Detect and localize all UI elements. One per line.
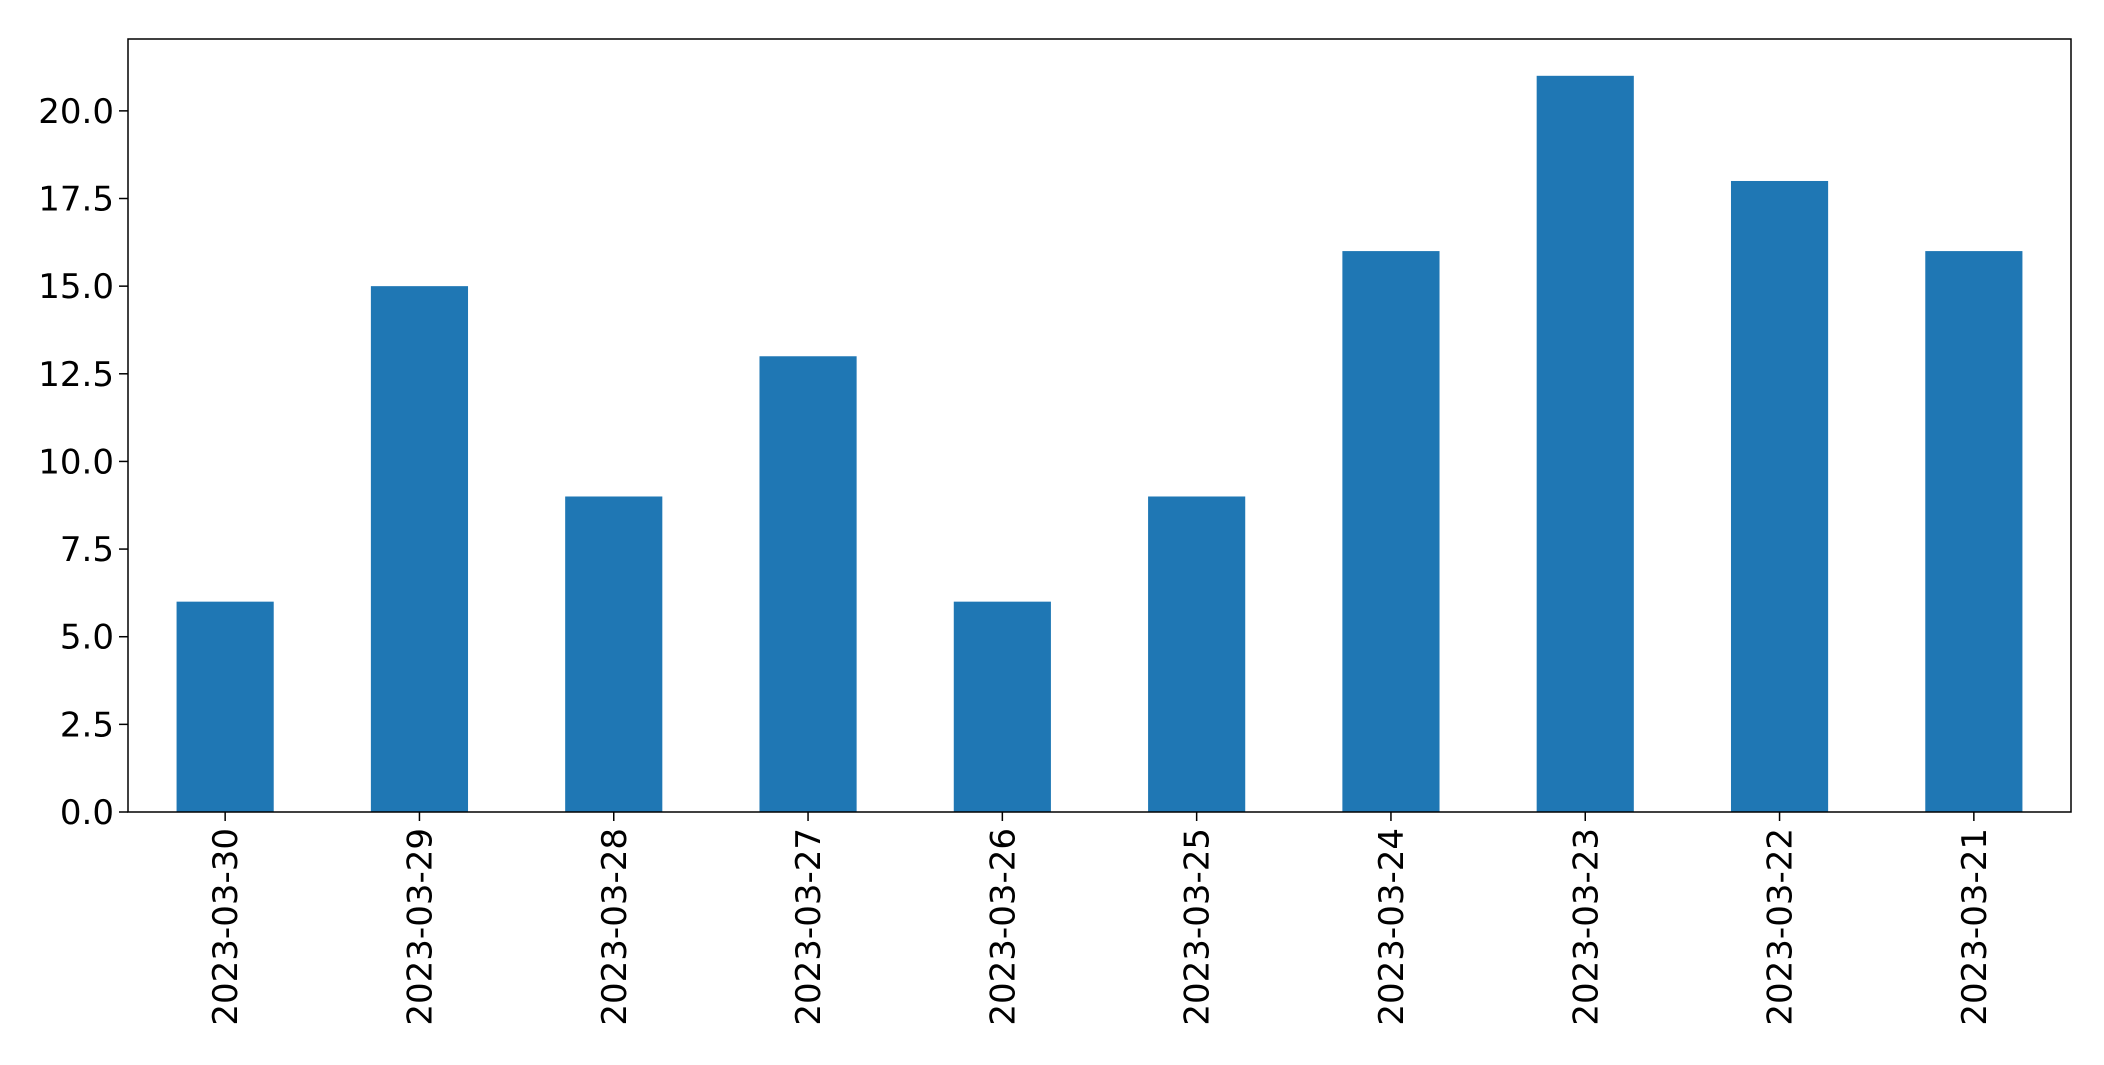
y-tick-label: 12.5 [38, 355, 114, 395]
x-tick-label: 2023-03-25 [1178, 828, 1218, 1026]
y-tick-label: 2.5 [60, 705, 114, 745]
x-tick-label: 2023-03-27 [789, 828, 829, 1026]
bar-2023-03-23 [1536, 75, 1634, 812]
y-tick-label: 7.5 [60, 530, 114, 570]
x-tick-label: 2023-03-23 [1566, 828, 1606, 1026]
x-tick-label: 2023-03-22 [1761, 828, 1801, 1026]
bar-2023-03-30 [176, 601, 274, 812]
x-tick-label: 2023-03-29 [400, 828, 440, 1026]
x-tick-label: 2023-03-30 [206, 828, 246, 1026]
y-tick-label: 0.0 [60, 793, 114, 833]
bar-2023-03-28 [565, 496, 663, 812]
bar-2023-03-21 [1925, 251, 2023, 813]
bar-2023-03-25 [1148, 496, 1246, 812]
y-tick-label: 15.0 [38, 267, 114, 307]
bars-layer [176, 75, 2023, 813]
bar-2023-03-26 [953, 601, 1051, 812]
plot-frame [127, 38, 2072, 813]
y-tick-label: 10.0 [38, 442, 114, 482]
y-tick-label: 5.0 [60, 618, 114, 658]
y-tick-label: 17.5 [38, 180, 114, 220]
y-axis: 0.0 2.5 5.0 7.5 10.0 12.5 15.0 17.5 20.0 [38, 92, 128, 833]
x-axis: 2023-03-30 2023-03-29 2023-03-28 2023-03-27… [206, 812, 1995, 1026]
x-tick-label: 2023-03-24 [1372, 828, 1412, 1026]
bar-2023-03-22 [1730, 180, 1829, 813]
bar-2023-03-29 [370, 286, 469, 812]
bar-2023-03-24 [1342, 251, 1440, 813]
x-tick-label: 2023-03-26 [983, 828, 1023, 1026]
x-tick-label: 2023-03-28 [595, 828, 635, 1026]
bar-2023-03-27 [759, 356, 857, 812]
x-tick-label: 2023-03-21 [1955, 828, 1995, 1026]
y-tick-label: 20.0 [38, 92, 114, 132]
